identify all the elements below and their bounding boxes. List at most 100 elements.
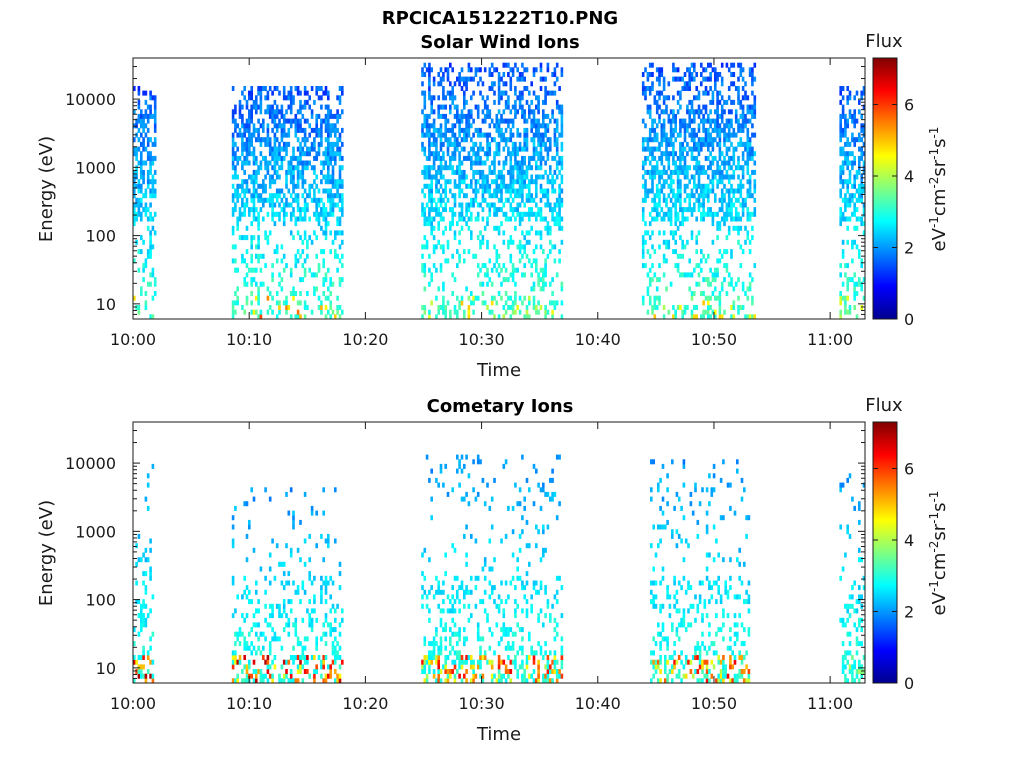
heatmap-cell [338, 244, 342, 250]
heatmap-cell [525, 174, 529, 180]
heatmap-cell [331, 113, 335, 119]
heatmap-cell [730, 99, 733, 105]
heatmap-cell [483, 650, 487, 656]
heatmap-cell [535, 179, 538, 185]
heatmap-cell [495, 622, 499, 628]
heatmap-cell [739, 305, 743, 310]
heatmap-cell [500, 113, 503, 119]
heatmap-cell [245, 501, 249, 507]
heatmap-cell [537, 109, 540, 115]
heatmap-cell [458, 599, 461, 605]
heatmap-cell [144, 603, 148, 609]
heatmap-cell [841, 179, 845, 185]
heatmap-cell [669, 197, 673, 203]
heatmap-cell [844, 160, 847, 166]
heatmap-cell [669, 207, 673, 213]
heatmap-cell [470, 300, 473, 306]
heatmap-cell [231, 258, 235, 264]
heatmap-cell [479, 244, 482, 250]
heatmap-cell [299, 174, 302, 180]
heatmap-cell [241, 594, 244, 600]
heatmap-cell [266, 132, 270, 138]
heatmap-cell [142, 267, 145, 273]
heatmap-cell [273, 132, 277, 138]
heatmap-cell [142, 239, 145, 245]
heatmap-cell [331, 645, 335, 651]
heatmap-cell [525, 253, 529, 259]
heatmap-cell [718, 300, 722, 306]
heatmap-cell [672, 202, 675, 208]
heatmap-cell [479, 655, 482, 660]
heatmap-cell [268, 603, 272, 609]
heatmap-cell [257, 244, 260, 250]
heatmap-cell [528, 636, 531, 642]
heatmap-cell [711, 277, 715, 283]
heatmap-cell [532, 179, 536, 185]
heatmap-cell [858, 169, 861, 175]
heatmap-cell [652, 636, 655, 642]
heatmap-cell [338, 151, 342, 157]
heatmap-cell [753, 169, 757, 175]
heatmap-cell [521, 645, 524, 651]
heatmap-cell [695, 86, 698, 91]
heatmap-cell [282, 627, 286, 633]
heatmap-cell [135, 118, 138, 124]
heatmap-cell [273, 575, 277, 581]
heatmap-cell [292, 155, 295, 161]
heatmap-cell [700, 193, 703, 199]
heatmap-cell [146, 225, 150, 231]
heatmap-cell [149, 104, 152, 110]
heatmap-cell [753, 104, 757, 110]
heatmap-cell [653, 216, 657, 222]
heatmap-cell [275, 211, 279, 217]
heatmap-cell [518, 188, 522, 194]
heatmap-cell [844, 207, 847, 213]
heatmap-cell [248, 174, 251, 180]
heatmap-cell [495, 603, 499, 609]
heatmap-cell [255, 188, 258, 194]
heatmap-cell [453, 622, 457, 628]
heatmap-cell [317, 127, 321, 133]
heatmap-cell [521, 174, 524, 180]
heatmap-cell [451, 123, 454, 129]
heatmap-cell [679, 207, 682, 213]
heatmap-cell [660, 123, 664, 129]
heatmap-cell [275, 174, 279, 180]
heatmap-cell [289, 202, 293, 208]
heatmap-cell [442, 76, 445, 82]
heatmap-cell [546, 193, 550, 199]
heatmap-cell [245, 669, 249, 674]
heatmap-cell [243, 207, 246, 213]
heatmap-cell [476, 113, 480, 119]
heatmap-cell [507, 123, 510, 129]
heatmap-cell [153, 277, 157, 283]
heatmap-cell [449, 641, 452, 647]
heatmap-cell [264, 137, 267, 143]
heatmap-cell [655, 207, 659, 213]
heatmap-cell [446, 72, 450, 77]
heatmap-cell [674, 127, 677, 133]
heatmap-cell [432, 263, 436, 269]
heatmap-cell [688, 193, 691, 199]
heatmap-cell [301, 174, 305, 180]
heatmap-cell [702, 90, 705, 96]
heatmap-cell [310, 608, 314, 614]
heatmap-cell [558, 669, 561, 674]
heatmap-cell [320, 118, 323, 124]
heatmap-cell [528, 160, 531, 166]
heatmap-cell [465, 454, 468, 460]
heatmap-cell [140, 188, 143, 194]
heatmap-cell [744, 118, 747, 124]
heatmap-cell [518, 627, 522, 633]
heatmap-cell [539, 286, 543, 292]
heatmap-cell [681, 207, 684, 213]
heatmap-cell [133, 109, 136, 115]
heatmap-cell [252, 179, 256, 185]
heatmap-cell [549, 249, 552, 255]
heatmap-cell [665, 137, 668, 143]
heatmap-cell [334, 538, 337, 544]
heatmap-cell [732, 314, 736, 320]
heatmap-cell [322, 118, 325, 124]
heatmap-cell [839, 188, 842, 194]
heatmap-cell [486, 155, 489, 161]
